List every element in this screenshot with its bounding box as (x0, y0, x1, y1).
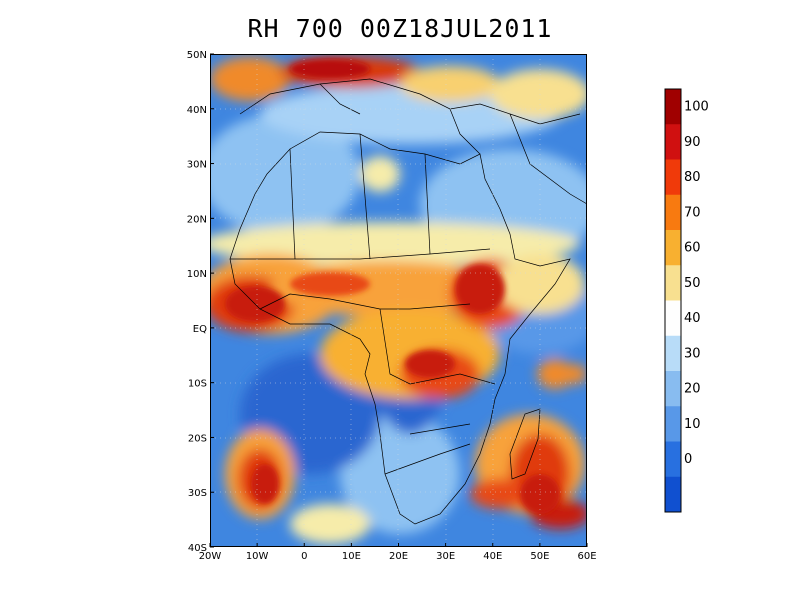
colorbar-label: 30 (684, 346, 701, 361)
lon-tick-label: 30E (436, 551, 455, 562)
colorbar-boxes (665, 89, 681, 513)
colorbar-box (665, 265, 681, 301)
colorbar-label: 100 (684, 100, 709, 115)
colorbar-box (665, 89, 681, 125)
lon-tick-label: 0 (301, 551, 307, 562)
longitude-tick-labels: 20W 10W 0 10E 20E 30E 40E 50E 60E (199, 543, 597, 562)
colorbar-box (665, 441, 681, 478)
colorbar-label: 80 (684, 170, 701, 185)
lat-tick-label: EQ (193, 324, 207, 335)
lat-tick-label: 10S (188, 379, 207, 390)
lat-tick-label: 20S (188, 433, 207, 444)
colorbar-box (665, 406, 681, 442)
colorbar-box (665, 300, 681, 337)
lat-tick-label: 40N (187, 105, 207, 116)
colorbar-box (665, 476, 681, 513)
latitude-tick-labels: 50N 40N 30N 20N 10N EQ 10S 20S 30S 40S (187, 50, 214, 554)
lon-tick-label: 20W (199, 551, 222, 562)
lon-tick-label: 10W (246, 551, 269, 562)
lat-tick-label: 30N (187, 160, 207, 171)
colorbar-label: 20 (684, 382, 701, 397)
lat-tick-label: 40S (188, 543, 207, 554)
colorbar-box (665, 371, 681, 407)
lon-tick-label: 60E (577, 551, 596, 562)
colorbar-label: 50 (684, 276, 701, 291)
lat-tick-label: 10N (187, 269, 207, 280)
colorbar-label: 90 (684, 135, 701, 150)
colorbar-box (665, 159, 681, 196)
colorbar-box (665, 194, 681, 231)
lon-tick-label: 50E (530, 551, 549, 562)
lat-tick-label: 20N (187, 214, 207, 225)
colorbar-label: 0 (684, 452, 692, 467)
colorbar-label: 40 (684, 311, 701, 326)
colorbar-box (665, 230, 681, 266)
colorbar-label: 60 (684, 241, 701, 256)
lat-tick-label: 50N (187, 50, 207, 61)
lat-tick-label: 30S (188, 488, 207, 499)
lon-tick-label: 20E (389, 551, 408, 562)
colorbar-box (665, 335, 681, 372)
relative-humidity-map (210, 54, 587, 547)
colorbar-label: 70 (684, 205, 701, 220)
colorbar-frame (664, 88, 682, 513)
lon-tick-label: 10E (342, 551, 361, 562)
colorbar-label: 10 (684, 417, 701, 432)
map-grid (210, 54, 587, 547)
colorbar-box (665, 124, 681, 160)
map-boundaries (229, 78, 587, 525)
lon-tick-label: 40E (483, 551, 502, 562)
map-title: RH 700 00Z18JUL2011 (247, 14, 553, 43)
